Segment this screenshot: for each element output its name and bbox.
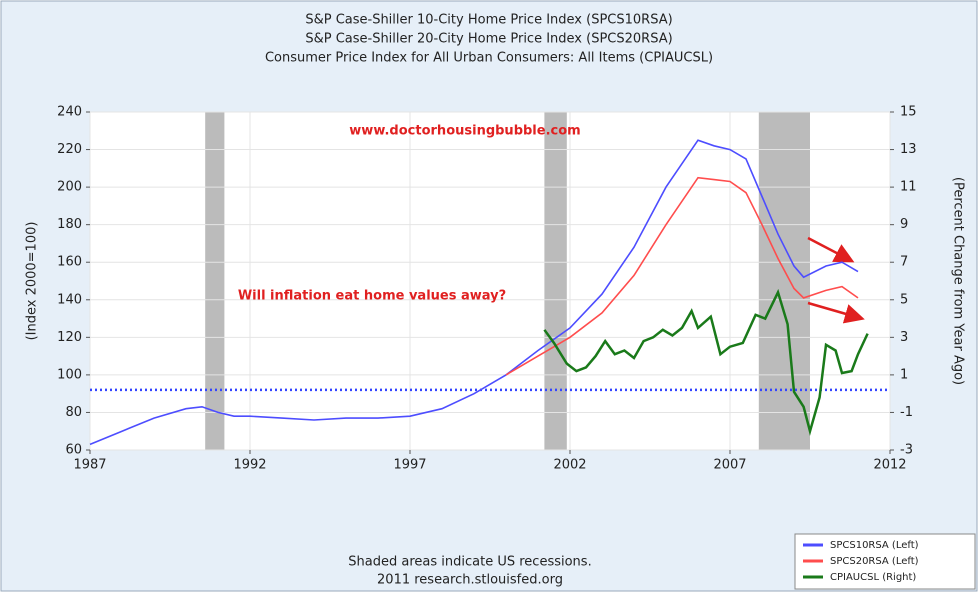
- legend-label: CPIAUCSL (Right): [830, 572, 916, 583]
- y2-tick-label: 7: [900, 255, 908, 270]
- y2-tick-label: 11: [900, 180, 917, 195]
- y2-tick-label: 1: [900, 367, 908, 382]
- y-tick-label: 160: [57, 255, 82, 270]
- recession: [758, 112, 810, 450]
- y-axis-label: (Index 2000=100): [25, 222, 40, 341]
- arrow: [807, 301, 865, 324]
- footnote: Shaded areas indicate US recessions.: [348, 555, 591, 570]
- legend: [794, 533, 976, 590]
- x-tick-label: 1992: [233, 458, 266, 473]
- chart-title: Consumer Price Index for All Urban Consu…: [265, 51, 713, 66]
- recession: [544, 112, 567, 450]
- x-tick-label: 2002: [553, 458, 586, 473]
- recession: [205, 112, 225, 450]
- legend-label: SPCS10RSA (Left): [830, 540, 919, 551]
- y-tick-label: 100: [57, 367, 82, 382]
- footnote: 2011 research.stlouisfed.org: [377, 573, 563, 588]
- y-tick-label: 200: [57, 180, 82, 195]
- y-tick-label: 80: [65, 405, 82, 420]
- arrow: [807, 236, 855, 263]
- y2-tick-label: -1: [900, 405, 913, 420]
- y2-tick-label: 15: [900, 105, 917, 120]
- y-tick-label: 240: [57, 105, 82, 120]
- y-tick-label: 120: [57, 330, 82, 345]
- y2-axis-label: (Percent Change from Year Ago): [951, 177, 966, 385]
- x-tick-label: 2007: [713, 458, 746, 473]
- x-tick-label: 2012: [873, 458, 906, 473]
- y2-tick-label: 5: [900, 292, 908, 307]
- y-tick-label: 140: [57, 292, 82, 307]
- y2-tick-label: 9: [900, 217, 908, 232]
- y-tick-label: 60: [65, 443, 82, 458]
- legend-label: SPCS20RSA (Left): [830, 556, 919, 567]
- y2-tick-label: 13: [900, 142, 917, 157]
- chart-title: S&P Case-Shiller 10-City Home Price Inde…: [305, 13, 672, 28]
- y-tick-label: 220: [57, 142, 82, 157]
- series-line: [505, 176, 859, 376]
- series-line: [89, 139, 859, 446]
- annotation: Will inflation eat home values away?: [238, 289, 506, 304]
- y2-tick-label: -3: [900, 443, 913, 458]
- annotation: www.doctorhousingbubble.com: [349, 124, 580, 139]
- y-tick-label: 180: [57, 217, 82, 232]
- chart-title: S&P Case-Shiller 20-City Home Price Inde…: [305, 32, 672, 47]
- x-tick-label: 1997: [393, 458, 426, 473]
- y2-tick-label: 3: [900, 330, 908, 345]
- series-line: [543, 288, 869, 436]
- x-tick-label: 1987: [73, 458, 106, 473]
